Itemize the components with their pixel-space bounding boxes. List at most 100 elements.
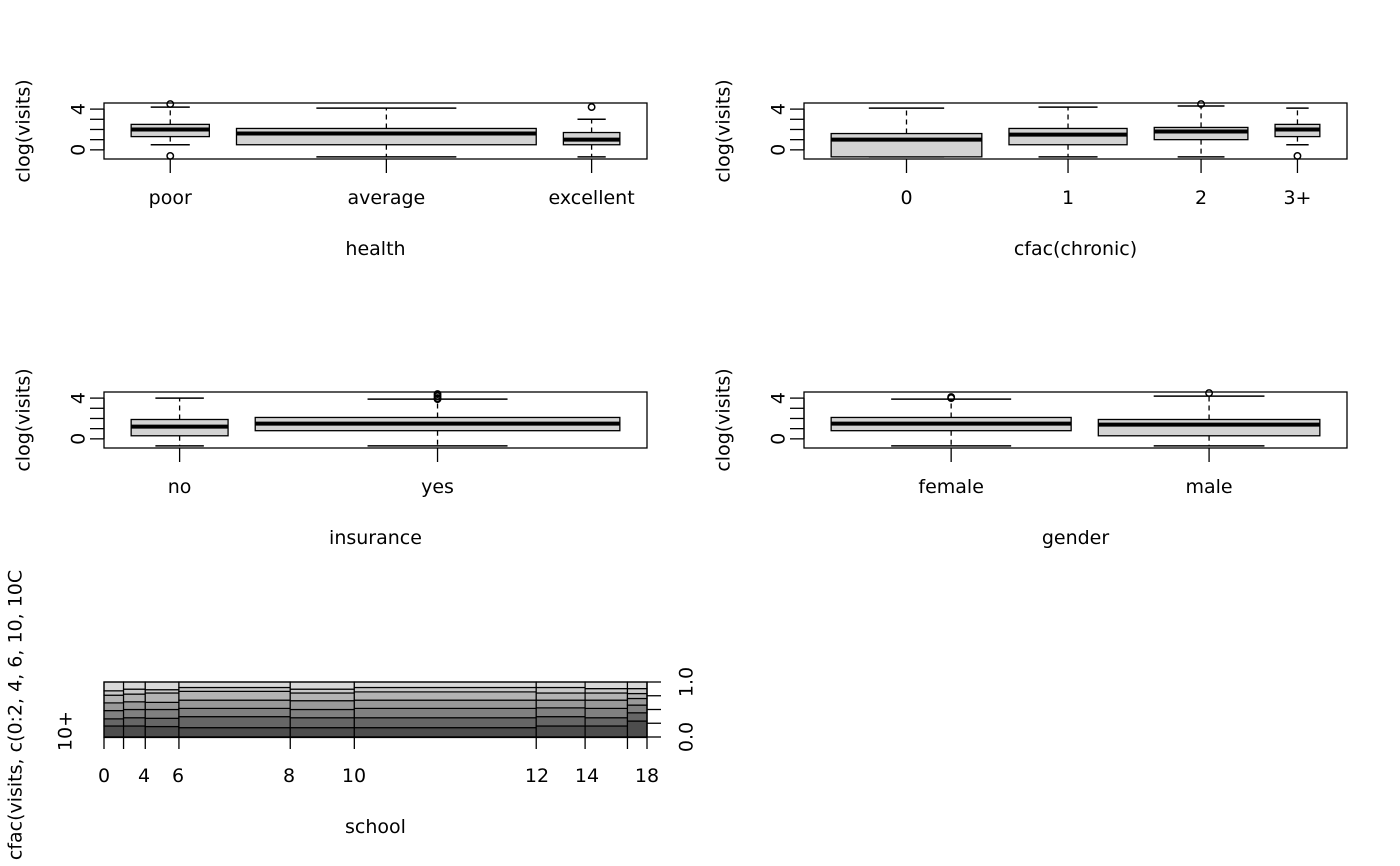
x-axis-title: school [345,816,406,838]
box-poor [130,100,210,160]
x-tick-label: 4 [138,765,150,787]
spine-segment [584,681,629,690]
outlier-point [433,390,442,398]
x-tick-label: no [168,476,192,498]
y-tick-label: 4 [68,392,90,404]
y-tick-label: 4 [768,392,790,404]
y-tick-label: 0 [768,144,790,156]
spine-segment [626,712,648,722]
x-tick-label: average [347,187,425,209]
x-tick-label: 0 [98,765,110,787]
spine-segment [122,681,146,690]
boxplot-panel-1 [790,100,1348,173]
box-excellent [562,103,621,158]
box-average [235,107,537,158]
box-2 [1153,100,1249,158]
spine-segment [289,727,355,738]
spine-segment [289,692,355,702]
iqr-box [830,132,983,158]
x-tick-label: 10 [342,765,366,787]
spine-segment [353,717,537,729]
spine-segment [144,681,180,691]
x-tick-label: 0 [900,187,912,209]
spine-segment [584,725,629,738]
y-tick-label: 0 [68,433,90,445]
x-tick-label: poor [149,187,192,209]
spine-segment [144,692,180,703]
spine-segment [353,727,537,738]
outlier-point [587,103,596,112]
y-axis-title: clog(visits) [13,79,35,182]
outlier-point [1197,100,1206,108]
x-tick-label: 12 [525,765,549,787]
box-0 [830,107,983,158]
spine-segment [122,725,146,738]
spine-segment [626,687,648,695]
spine-segment [535,686,586,694]
y-axis-title: clog(visits) [713,368,735,471]
spine-segment [535,692,586,701]
spineplot-panel [103,681,661,749]
x-tick-label: 8 [283,765,295,787]
spine-segment [178,699,291,710]
x-tick-label: excellent [549,187,635,209]
y-axis-title: cfac(visits, c(0:2, 4, 6, 10, 10C [5,570,27,860]
spine-segment [535,707,586,718]
spine-segment [535,716,586,727]
spine-segment [584,692,629,701]
spine-segment [535,681,586,689]
spine-segment [289,708,355,719]
spine-segment [535,725,586,738]
box-male [1097,389,1321,447]
iqr-box [1153,126,1249,141]
spine-segment [178,727,291,738]
spine-segment [353,699,537,710]
box-yes [254,390,621,447]
spine-segment [353,691,537,701]
iqr-box [235,127,537,146]
x-tick-label: 18 [635,765,659,787]
y-axis-title: clog(visits) [13,368,35,471]
box-no [130,397,229,447]
iqr-box [1008,127,1128,146]
spine-segment [584,717,629,727]
x-axis-title: gender [1042,527,1110,549]
outlier-point [1205,389,1214,397]
y-tick-label: 0 [68,144,90,156]
outlier-point [166,151,175,160]
spine-segment [584,687,629,694]
spine-segment [122,708,146,719]
spine-segment [144,717,180,728]
right-y-tick-label: 1.0 [676,667,698,697]
spine-segment [626,692,648,700]
y-axis-title: clog(visits) [713,79,735,182]
spine-segment [626,704,648,714]
spine-segment [353,707,537,719]
spine-segment [144,708,180,719]
x-tick-label: 1 [1062,187,1074,209]
x-axis-title: health [345,238,405,260]
spine-segment [626,697,648,706]
spine-segment [178,690,291,701]
box-3+ [1274,107,1321,160]
x-tick-label: 6 [172,765,184,787]
y-tick-label: 0 [768,433,790,445]
spine-segment [584,707,629,719]
x-axis-title: insurance [329,527,422,549]
spine-segment [535,699,586,709]
y-level-label: 10+ [55,711,77,751]
boxplot-panel-0 [90,100,648,173]
spine-segment [353,681,537,689]
spine-segment [353,686,537,693]
spine-segment [144,701,180,711]
spine-segment [289,681,355,690]
outlier-point [1293,151,1302,160]
spine-segment [103,709,125,720]
spine-segment [103,681,125,692]
y-tick-label: 4 [68,103,90,115]
spine-segment [103,718,125,727]
outlier-point [166,100,175,108]
box-1 [1008,106,1128,158]
x-tick-label: yes [421,476,454,498]
